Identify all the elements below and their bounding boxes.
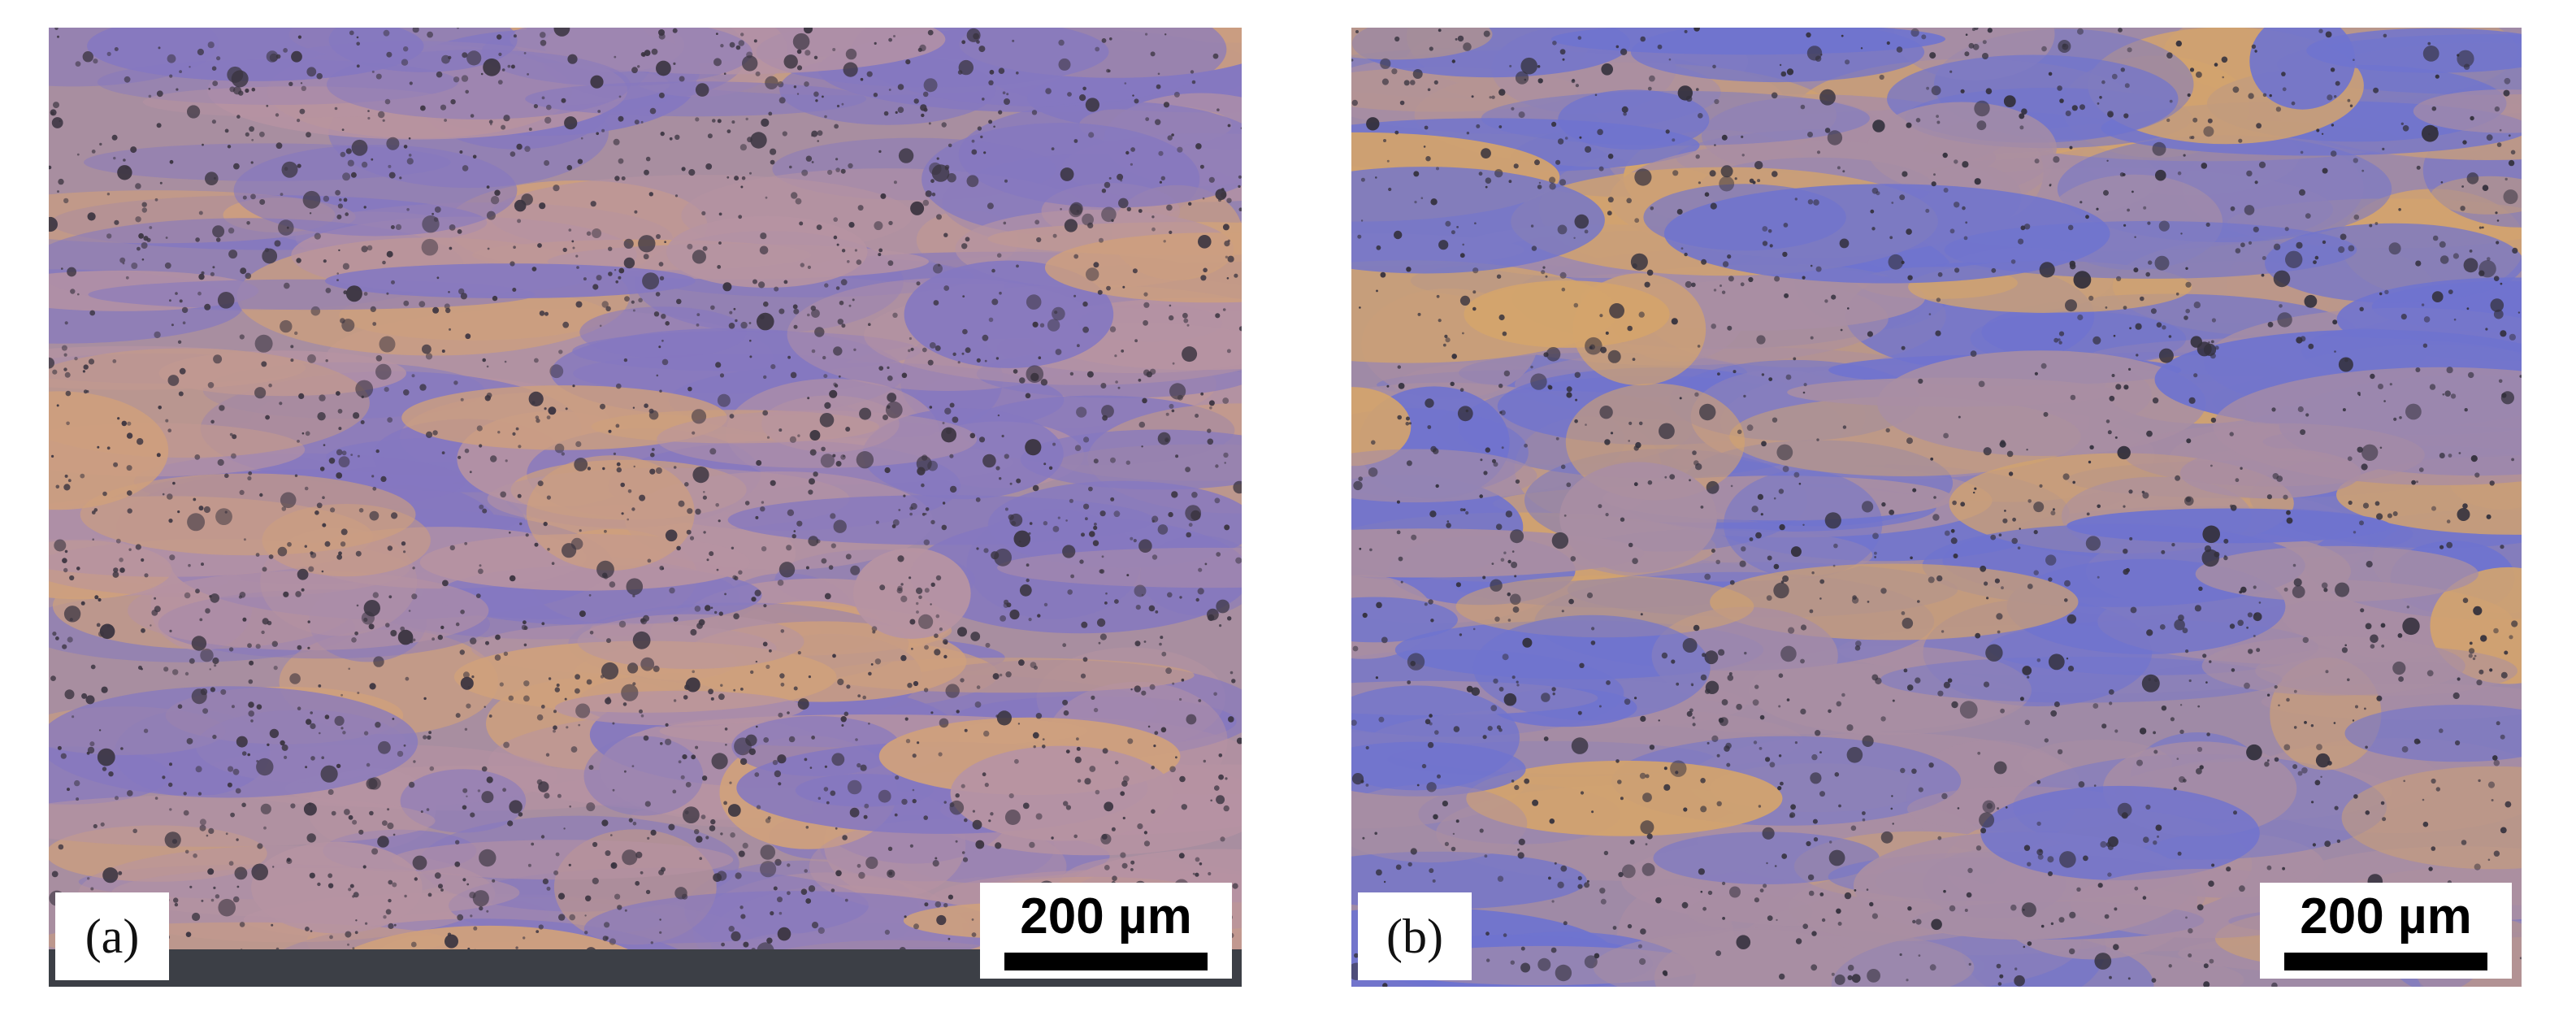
scale-bar-b: 200 µm bbox=[2260, 883, 2512, 979]
micrograph-panel-a: (a) 200 µm bbox=[49, 28, 1242, 987]
micrograph-b-image bbox=[1351, 28, 2522, 987]
scale-bar-a-line bbox=[1004, 953, 1208, 970]
micrograph-panel-b: (b) 200 µm bbox=[1351, 28, 2522, 987]
scale-bar-b-line bbox=[2284, 953, 2487, 970]
scale-bar-a: 200 µm bbox=[980, 883, 1232, 979]
micrograph-a-image bbox=[49, 28, 1242, 987]
panel-label-b: (b) bbox=[1358, 892, 1472, 980]
scale-bar-a-text: 200 µm bbox=[1020, 888, 1192, 944]
panel-label-a: (a) bbox=[55, 892, 169, 980]
scale-bar-b-text: 200 µm bbox=[2300, 888, 2472, 944]
